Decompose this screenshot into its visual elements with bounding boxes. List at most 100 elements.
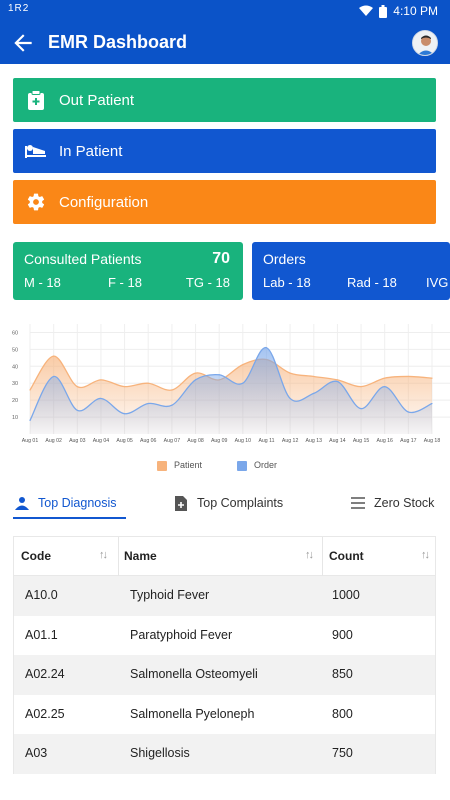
table-row[interactable]: A03 Shigellosis 750 [14, 734, 435, 774]
cell-code: A02.25 [25, 706, 65, 721]
data-point [29, 389, 31, 391]
data-point [265, 347, 268, 349]
data-point [384, 386, 386, 388]
data-point [171, 404, 173, 406]
data-point [242, 364, 244, 366]
x-tick-label: Aug 06 [140, 438, 157, 444]
consulted-total: 70 [212, 250, 230, 267]
clipboard-icon [25, 89, 47, 111]
in-patient-button[interactable]: In Patient [13, 129, 436, 173]
consulted-title: Consulted Patients [24, 251, 142, 267]
cell-count: 1000 [332, 588, 360, 602]
column-header-code[interactable]: Code [21, 549, 51, 563]
column-header-count[interactable]: Count [329, 549, 364, 563]
x-tick-label: Aug 17 [400, 438, 417, 444]
table-header: Code ↑↓ Name ↑↓ Count ↑↓ [14, 536, 435, 577]
x-tick-label: Aug 12 [282, 438, 299, 444]
series-line-patient [29, 355, 433, 391]
cell-count: 800 [332, 706, 353, 721]
data-point [100, 397, 102, 400]
user-avatar-icon [413, 31, 437, 55]
x-tick-label: Aug 13 [306, 438, 323, 444]
data-point [76, 386, 78, 388]
tab-zero-stock[interactable]: Zero Stock [350, 486, 434, 520]
bed-patient-icon [25, 140, 47, 162]
consulted-patients-card[interactable]: Consulted Patients 70 M - 18 F - 18 TG -… [13, 242, 243, 300]
sort-icon[interactable]: ↑↓ [305, 549, 314, 561]
sort-icon[interactable]: ↑↓ [421, 549, 430, 561]
status-bar: 1R2 4:10 PM [0, 0, 450, 22]
back-arrow-icon[interactable] [10, 30, 36, 56]
data-point [313, 392, 315, 394]
data-point [313, 375, 315, 378]
active-tab-indicator [13, 517, 126, 519]
data-point [147, 382, 149, 384]
legend-order-swatch [237, 461, 247, 471]
data-point [431, 402, 433, 405]
x-tick-label: Aug 03 [69, 438, 86, 444]
data-point [360, 408, 362, 410]
cell-count: 750 [332, 746, 353, 761]
gear-icon [25, 191, 47, 213]
table-row[interactable]: A02.25 Salmonella Pyeloneph 800 [14, 695, 435, 735]
column-divider [118, 537, 119, 577]
out-patient-label: Out Patient [59, 91, 135, 109]
y-tick-label: 60 [12, 330, 18, 336]
x-tick-label: Aug 04 [93, 438, 110, 444]
data-point [194, 372, 197, 374]
list-icon [350, 495, 366, 511]
tab-top-diagnosis-label: Top Diagnosis [38, 496, 117, 510]
data-point [289, 372, 291, 374]
out-patient-button[interactable]: Out Patient [13, 78, 436, 122]
patient-order-chart: 10 20 30 40 50 60 Aug 01 Aug 02 Aug 03 Aug 04 Aug … [12, 324, 450, 444]
legend-order-label: Order [254, 460, 278, 470]
diagnosis-table: Code ↑↓ Name ↑↓ Count ↑↓ A10.0 Typhoid Fe… [13, 536, 436, 774]
data-point [360, 386, 362, 388]
y-tick-label: 10 [12, 415, 18, 421]
in-patient-label: In Patient [59, 142, 123, 160]
table-row[interactable]: A10.0 Typhoid Fever 1000 [14, 576, 435, 616]
orders-card[interactable]: Orders Lab - 18 Rad - 18 IVG [252, 242, 450, 300]
table-body: A10.0 Typhoid Fever 1000 A01.1 Paratyphoid F… [14, 576, 435, 774]
female-count: F - 18 [108, 275, 142, 290]
clock: 4:10 PM [393, 4, 438, 18]
x-tick-label: Aug 05 [116, 438, 133, 444]
data-point [171, 389, 173, 391]
data-point [53, 375, 55, 378]
data-point [76, 409, 78, 411]
chart-legend: Patient Order [0, 459, 450, 473]
data-point [29, 419, 31, 422]
rad-orders: Rad - 18 [347, 275, 397, 290]
status-icons: 4:10 PM [359, 4, 438, 18]
cell-name: Salmonella Pyeloneph [130, 706, 255, 721]
cell-count: 850 [332, 667, 353, 682]
male-count: M - 18 [24, 275, 61, 290]
data-point [147, 402, 149, 405]
cell-code: A01.1 [25, 627, 58, 642]
orders-title: Orders [263, 251, 306, 267]
data-point [289, 397, 291, 400]
data-point [194, 379, 197, 381]
data-point [336, 379, 339, 381]
y-tick-label: 30 [12, 381, 18, 387]
sort-icon[interactable]: ↑↓ [99, 549, 108, 561]
cell-code: A02.24 [25, 667, 65, 682]
y-tick-label: 50 [12, 347, 18, 353]
tab-top-complaints[interactable]: Top Complaints [173, 486, 283, 520]
medical-file-icon [173, 495, 189, 511]
configuration-label: Configuration [59, 193, 149, 211]
table-row[interactable]: A02.24 Salmonella Osteomyeli 850 [14, 655, 435, 695]
lab-orders: Lab - 18 [263, 275, 311, 290]
legend-patient-swatch [157, 461, 167, 471]
data-point [218, 374, 220, 376]
cell-code: A03 [25, 746, 48, 761]
avatar[interactable] [412, 30, 438, 56]
x-tick-label: Aug 09 [211, 438, 228, 444]
doctor-icon [14, 495, 30, 511]
data-point [431, 377, 433, 379]
tab-top-diagnosis[interactable]: Top Diagnosis [14, 486, 117, 520]
tab-top-complaints-label: Top Complaints [197, 496, 284, 510]
column-header-name[interactable]: Name [124, 549, 157, 563]
configuration-button[interactable]: Configuration [13, 180, 436, 224]
table-row[interactable]: A01.1 Paratyphoid Fever 900 [14, 616, 435, 656]
